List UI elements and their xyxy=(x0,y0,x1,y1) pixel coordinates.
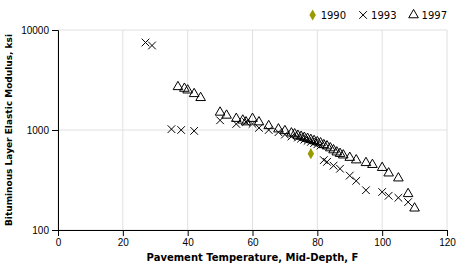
chart: 0 20 40 60 80 100 120 100 1000 10000 Pavement Temp… xyxy=(0,0,463,266)
point xyxy=(377,162,387,170)
tick-label: 10000 xyxy=(21,25,49,36)
point xyxy=(196,92,206,100)
tick: 80 xyxy=(312,230,324,248)
point xyxy=(216,116,224,124)
tick-label: 1000 xyxy=(27,125,50,136)
tick-mark xyxy=(253,230,254,236)
point xyxy=(189,88,199,96)
x-axis-title: Pavement Temperature, Mid-Depth, F xyxy=(147,252,359,263)
series xyxy=(173,81,419,211)
points xyxy=(142,39,420,211)
tick-label: 100 xyxy=(32,225,49,236)
point xyxy=(215,107,225,115)
tick-label: 40 xyxy=(183,237,195,248)
legend-symbol xyxy=(359,11,367,19)
point xyxy=(254,117,264,125)
point xyxy=(148,42,156,50)
point xyxy=(410,203,420,211)
point xyxy=(330,162,338,170)
tick: 40 xyxy=(183,230,195,248)
point xyxy=(385,192,393,200)
tick: 100 xyxy=(32,225,58,236)
tick: 120 xyxy=(439,230,456,248)
tick-mark xyxy=(188,230,189,236)
tick-mark xyxy=(382,230,383,236)
x-axis: 0 20 40 60 80 100 120 xyxy=(56,230,457,248)
point xyxy=(346,172,354,180)
legend: 1990 1993 1997 xyxy=(309,9,447,20)
legend-label: 1997 xyxy=(422,10,447,21)
point xyxy=(183,85,193,93)
tick-label: 60 xyxy=(247,237,259,248)
point xyxy=(308,148,314,159)
tick-label: 100 xyxy=(374,237,391,248)
point xyxy=(142,39,150,47)
tick: 100 xyxy=(374,230,391,248)
tick: 20 xyxy=(118,230,130,248)
tick-label: 80 xyxy=(312,237,324,248)
legend-item: 1993 xyxy=(359,10,396,21)
series xyxy=(142,39,412,206)
point xyxy=(394,173,404,181)
point xyxy=(336,165,344,173)
point xyxy=(368,159,378,167)
legend-item: 1990 xyxy=(309,9,346,20)
tick: 1000 xyxy=(27,125,58,136)
point xyxy=(190,127,198,135)
legend-item: 1997 xyxy=(409,9,447,20)
point xyxy=(395,194,403,202)
tick-mark xyxy=(52,230,58,231)
point xyxy=(404,198,412,206)
point xyxy=(352,177,360,185)
axis-line xyxy=(59,231,448,237)
point xyxy=(362,186,370,194)
legend-symbol xyxy=(409,9,419,17)
series xyxy=(308,148,314,159)
grid-line xyxy=(58,30,447,31)
point xyxy=(168,125,176,133)
y-axis-title: Bituminous Layer Elastic Modulus, ksi xyxy=(4,34,14,226)
tick-label: 20 xyxy=(118,237,130,248)
point xyxy=(177,126,185,134)
grid-line xyxy=(58,130,447,131)
point xyxy=(222,110,232,118)
y-axis: 100 1000 10000 xyxy=(21,25,58,236)
tick-label: 0 xyxy=(56,237,62,248)
tick-mark xyxy=(123,230,124,236)
tick: 60 xyxy=(247,230,259,248)
point xyxy=(248,113,258,121)
tick-label: 120 xyxy=(439,237,456,248)
point xyxy=(384,168,394,176)
point xyxy=(264,120,274,128)
tick: 0 xyxy=(56,230,62,248)
axis-line xyxy=(52,31,59,231)
legend-label: 1990 xyxy=(321,10,346,21)
grid xyxy=(58,30,447,230)
tick-mark xyxy=(52,130,58,131)
point xyxy=(403,188,413,196)
tick: 10000 xyxy=(21,25,58,36)
legend-label: 1993 xyxy=(371,10,396,21)
tick-mark xyxy=(447,230,448,236)
legend-symbol xyxy=(309,9,315,20)
point xyxy=(351,155,361,163)
plot-area: 0 20 40 60 80 100 120 100 1000 10000 xyxy=(21,25,456,248)
point xyxy=(265,126,273,134)
tick-mark xyxy=(317,230,318,236)
tick-mark xyxy=(52,30,58,31)
